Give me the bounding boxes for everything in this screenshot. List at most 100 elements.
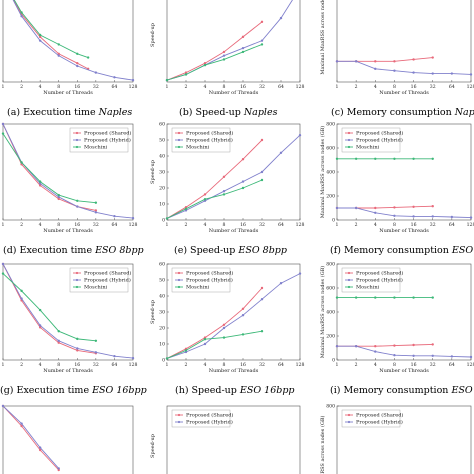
- data-point-moschini: [94, 339, 98, 342]
- data-point-shared: [76, 62, 79, 65]
- x-tick-label: 16: [240, 362, 246, 368]
- data-point-shared: [57, 52, 60, 55]
- series-line-hybrid: [166, 273, 301, 359]
- data-point-hybrid: [57, 467, 60, 470]
- data-point-hybrid: [335, 345, 339, 348]
- legend-label-hybrid: Proposed (Hybrid): [186, 419, 233, 426]
- data-point-shared: [20, 424, 23, 428]
- plot-frame: [336, 0, 472, 83]
- x-tick-label: 64: [111, 84, 117, 90]
- x-tick-label: 16: [411, 84, 417, 90]
- legend-marker-moschini: [347, 285, 351, 289]
- data-point-moschini: [335, 296, 339, 299]
- y-tick-label: 800: [326, 122, 335, 128]
- x-tick-label: 2: [355, 222, 358, 228]
- data-point-moschini: [241, 186, 245, 190]
- data-point-shared: [393, 206, 396, 209]
- data-point-moschini: [203, 63, 207, 67]
- data-point-shared: [393, 60, 396, 63]
- x-tick-label: 8: [223, 84, 226, 90]
- x-tick-label: 64: [449, 222, 455, 228]
- x-tick-label: 16: [74, 222, 80, 228]
- data-point-moschini: [203, 198, 207, 201]
- data-point-hybrid: [131, 78, 135, 82]
- series-line-hybrid: [337, 60, 472, 75]
- data-point-hybrid: [279, 282, 283, 285]
- data-point-hybrid: [1, 404, 5, 408]
- chart-f: 1 2 4 8 16 32 64 128 Number of Threads 0 200 400 600…: [319, 122, 474, 235]
- y-tick-label: 200: [326, 334, 335, 340]
- y-tick-label: 30: [159, 170, 165, 176]
- data-point-moschini: [57, 43, 60, 46]
- data-point-hybrid: [412, 71, 415, 74]
- x-axis-label: Number of Threads: [209, 368, 259, 374]
- x-tick-label: 16: [411, 222, 417, 228]
- legend-label-shared: Proposed (Shared): [356, 412, 403, 419]
- y-tick-label: 0: [332, 358, 335, 364]
- y-axis-label: Speed-up: [150, 434, 156, 458]
- legend-marker-hybrid: [347, 420, 351, 424]
- data-point-moschini: [260, 330, 264, 333]
- data-point-moschini: [76, 337, 79, 341]
- x-tick-label: 32: [430, 84, 436, 90]
- data-point-hybrid: [393, 354, 396, 357]
- data-point-shared: [222, 175, 226, 178]
- series-line-shared: [2, 405, 60, 471]
- data-point-hybrid: [20, 297, 23, 300]
- data-point-hybrid: [450, 355, 454, 358]
- legend-marker-hybrid: [75, 138, 79, 142]
- x-tick-label: 8: [57, 84, 60, 90]
- legend-label-shared: Proposed (Shared): [356, 270, 403, 277]
- x-tick-label: 2: [20, 362, 23, 368]
- y-tick-label: 30: [159, 310, 165, 316]
- series-line-shared: [13, 0, 89, 70]
- data-point-hybrid: [450, 215, 454, 219]
- legend-label-moschini: Moschini: [356, 145, 380, 151]
- x-tick-label: 1: [2, 222, 5, 228]
- x-axis-label: Number of Threads: [209, 90, 259, 96]
- legend-marker-shared: [177, 413, 181, 417]
- y-axis-label: Maximal MaxRSS across nodes: [320, 0, 326, 75]
- x-tick-label: 4: [204, 362, 207, 368]
- series-line-moschini: [166, 43, 263, 81]
- x-tick-label: 64: [278, 84, 284, 90]
- x-tick-label: 32: [93, 222, 99, 228]
- chart-e: 1 2 4 8 16 32 64 128 Number of Threads 0 10 20 30 40 5…: [150, 122, 304, 235]
- y-axis-label: Maximal MaxRSS across nodes (GB): [319, 266, 326, 359]
- data-point-moschini: [203, 338, 207, 341]
- series-line-moschini: [166, 179, 263, 219]
- x-tick-label: 1: [336, 222, 339, 228]
- y-axis-label: Maximal MaxRSS across nodes (GB): [319, 126, 326, 219]
- data-point-shared: [38, 448, 42, 452]
- x-tick-label: 128: [467, 222, 474, 228]
- legend-marker-shared: [75, 271, 79, 275]
- data-point-shared: [412, 205, 415, 208]
- data-point-moschini: [1, 132, 5, 135]
- data-point-hybrid: [412, 354, 415, 357]
- data-point-hybrid: [354, 60, 358, 63]
- data-point-hybrid: [1, 122, 5, 126]
- data-point-hybrid: [260, 170, 264, 174]
- data-point-hybrid: [76, 64, 79, 68]
- legend-marker-hybrid: [75, 278, 79, 282]
- y-tick-label: 800: [326, 404, 335, 410]
- data-point-hybrid: [279, 16, 283, 20]
- data-point-hybrid: [260, 298, 264, 301]
- x-tick-label: 4: [39, 222, 42, 228]
- data-point-moschini: [38, 33, 42, 37]
- x-tick-label: 128: [296, 362, 305, 368]
- data-point-moschini: [86, 56, 90, 59]
- legend-marker-hybrid: [177, 278, 181, 282]
- data-point-hybrid: [38, 182, 42, 185]
- data-point-moschini: [222, 193, 226, 196]
- data-point-hybrid: [203, 342, 207, 346]
- x-tick-label: 2: [185, 362, 188, 368]
- data-point-moschini: [431, 296, 434, 299]
- data-point-hybrid: [374, 350, 377, 353]
- chart-c: 1 2 4 8 16 32 64 128 Number of Threads Maximal Ma…: [320, 0, 474, 96]
- legend: Proposed (Shared)Proposed (Hybrid)Moschi…: [171, 127, 233, 153]
- data-point-moschini: [38, 308, 42, 312]
- data-point-moschini: [165, 217, 169, 220]
- series-line-moschini: [13, 0, 89, 58]
